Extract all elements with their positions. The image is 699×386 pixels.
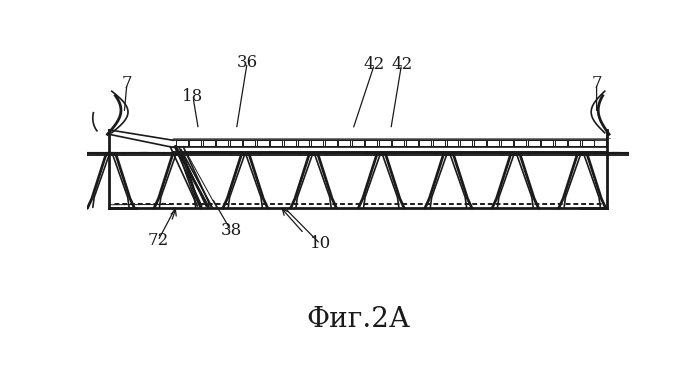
Text: 42: 42: [391, 56, 412, 73]
Text: 72: 72: [147, 232, 168, 249]
Text: 7: 7: [591, 75, 602, 92]
Text: 36: 36: [237, 54, 258, 71]
Text: 42: 42: [364, 56, 385, 73]
Text: 10: 10: [310, 235, 331, 252]
Text: 18: 18: [182, 88, 203, 105]
Text: Фиг.2А: Фиг.2А: [306, 306, 410, 333]
Text: 7: 7: [122, 75, 132, 92]
Text: 38: 38: [220, 222, 242, 239]
